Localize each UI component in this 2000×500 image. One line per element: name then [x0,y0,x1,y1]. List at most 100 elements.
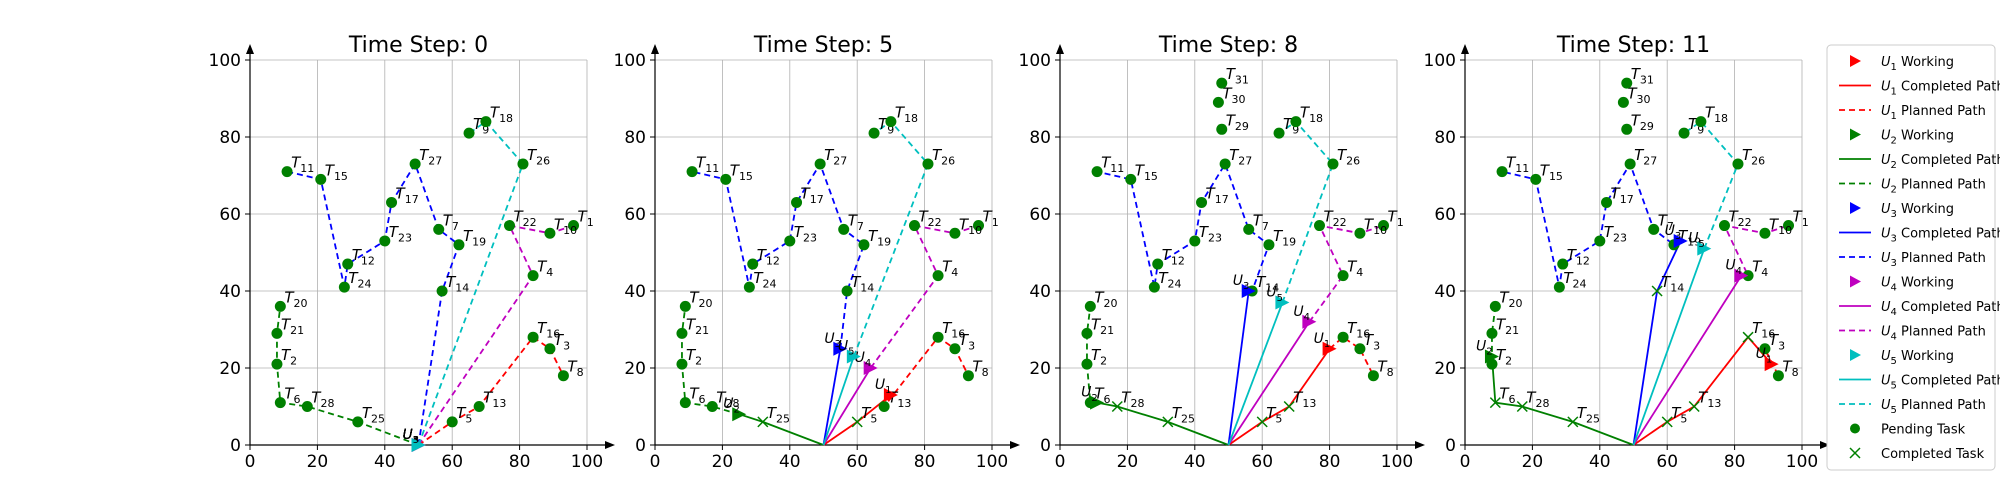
task-label: T12 [1567,246,1590,268]
task-label: T28 [311,389,334,411]
completed-path-u5 [822,356,855,446]
task-label: T18 [490,104,513,126]
pending-task-marker [1617,96,1629,108]
pending-task-marker [1718,220,1730,232]
uav-marker-u1 [1764,357,1779,372]
legend-label: U1 Working [1881,55,1954,73]
task-label: T6 [284,385,300,407]
pending-task-marker [1783,220,1795,232]
task-label: T23 [389,223,412,245]
legend-label: U3 Completed Path [1881,227,2000,245]
task-label: T2 [686,346,702,368]
x-tick-label: 20 [712,452,734,472]
pending-task-marker [527,270,539,282]
completed-task-marker [1256,416,1268,428]
pending-task-marker [676,358,688,370]
task-label: T8 [1782,358,1798,380]
y-tick-label: 20 [1434,359,1456,379]
pending-task-marker [1648,223,1660,235]
task-label: T12 [1162,246,1185,268]
x-tick-label: 80 [914,452,936,472]
uav-label: U2 [1476,338,1493,357]
task-label: T15 [730,161,753,183]
task-label: T9 [1283,115,1299,137]
task-label: T9 [1688,115,1704,137]
pending-task-marker [973,220,985,232]
y-tick-label: 100 [1019,51,1051,71]
legend-label: U2 Planned Path [1881,178,1986,196]
legend-working-marker [1850,202,1861,214]
task-label: T23 [1604,223,1627,245]
planned-path-u5 [1683,120,1740,249]
pending-task-marker [274,397,286,409]
task-label: T4 [1752,258,1768,280]
y-tick-label: 40 [219,282,241,302]
task-label: T29 [1226,111,1249,133]
uav-label: U3 [824,331,841,350]
pending-task-marker [1759,227,1771,239]
task-label: T21 [1496,315,1519,337]
pending-task-marker [342,258,354,270]
task-label: T13 [888,389,911,411]
pending-task-marker [379,235,391,247]
task-label: T23 [794,223,817,245]
uav-label: U1 [875,377,892,396]
x-tick-label: 20 [1522,452,1544,472]
task-label: T21 [686,315,709,337]
uav-label: U2 [723,396,740,415]
pending-task-marker [1695,116,1707,128]
pending-task-marker [962,370,974,382]
completed-path-u4 [1632,275,1743,446]
pending-task-marker [791,196,803,208]
legend-label: U4 Planned Path [1881,325,1986,343]
task-label: T1 [983,208,999,230]
uav-label: U4 [1293,304,1310,323]
y-tick-label: 20 [1029,359,1051,379]
legend-working-marker [1850,128,1861,141]
planned-path-u3 [1096,161,1271,292]
task-label: T11 [1506,154,1529,176]
task-label: T7 [1658,211,1674,233]
panel-title: Time Step: 11 [1556,33,1710,58]
task-label: T17 [396,184,419,206]
x-tick-label: 20 [1117,452,1139,472]
pending-task-marker [338,281,350,293]
pending-task-marker [463,127,475,139]
pending-task-marker [932,331,944,343]
planned-path-u3 [1501,161,1682,288]
task-label: T28 [716,389,739,411]
task-label: T27 [1634,146,1657,168]
pending-task-marker [1378,220,1390,232]
y-tick-label: 60 [219,205,241,225]
task-label: T8 [567,358,583,380]
pending-task-marker [1772,370,1784,382]
pending-task-marker [858,239,870,251]
completed-task-marker [1283,400,1295,413]
task-label: T28 [1121,389,1144,411]
task-label: T8 [972,358,988,380]
legend-working-marker [1850,349,1861,361]
pending-task-marker [1337,331,1349,343]
task-label: T6 [1094,385,1110,407]
uav-label: U5 [838,338,855,357]
pending-task-marker [557,370,569,382]
uav-label: U5 [1266,285,1283,304]
task-label: T5 [861,404,877,426]
task-label: T25 [1577,404,1600,426]
task-label: T24 [348,269,371,291]
task-label: T21 [281,315,304,337]
uav-label: U1 [1314,331,1331,350]
pending-task-marker [271,358,283,370]
pending-task-marker [720,173,732,185]
task-label: T9 [878,115,894,137]
task-label: T21 [1091,315,1114,337]
pending-task-marker [868,127,880,139]
x-tick-label: 20 [307,452,329,472]
pending-task-marker [885,116,897,128]
pending-task-marker [1557,258,1569,270]
pending-task-marker [473,401,485,412]
task-label: T14 [1256,273,1279,295]
completed-path-u4 [1227,321,1311,446]
pending-task-marker [453,239,465,251]
y-tick-label: 60 [1434,205,1456,225]
